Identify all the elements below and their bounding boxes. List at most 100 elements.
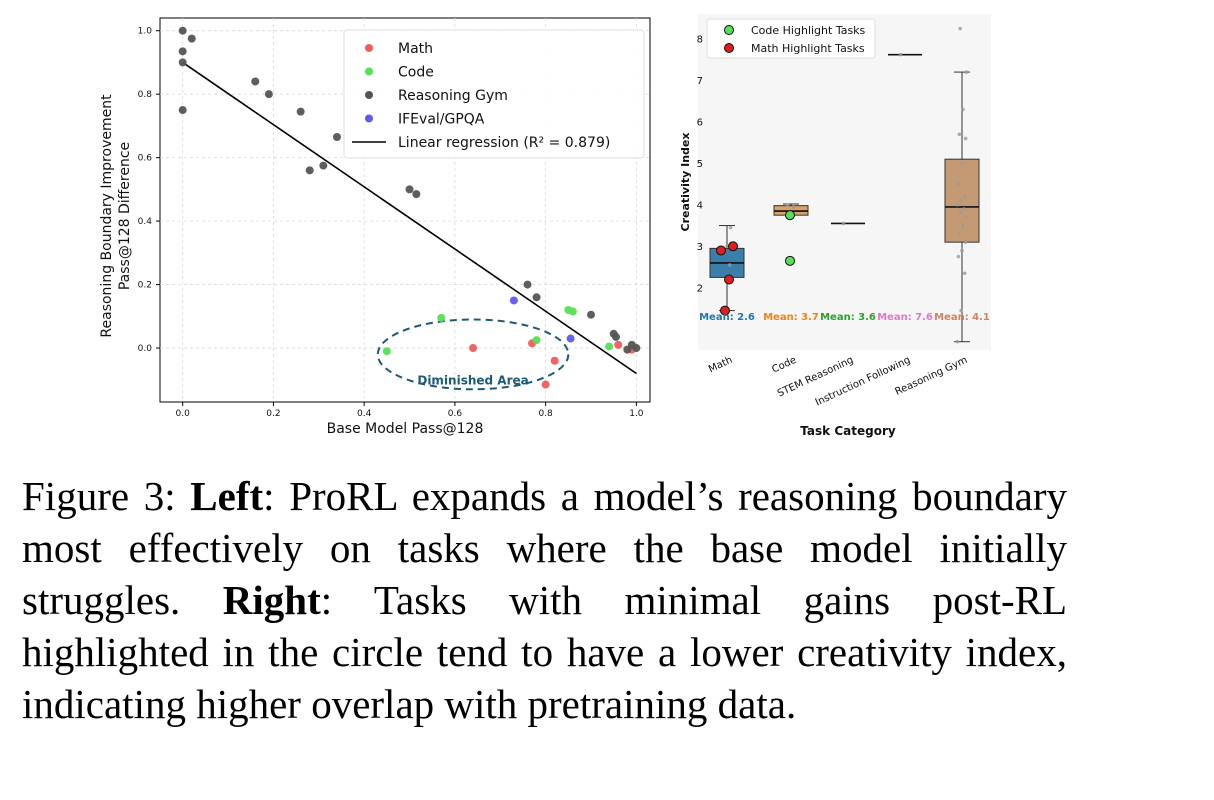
box-y-tick-label: 7 [697,76,703,87]
legend-marker-code [365,67,373,76]
box-x-tick-label: Code [770,355,798,376]
data-point-reasoning-gym [959,308,963,313]
caption-left-text: : ProRL expands a model’s reasoning boun… [22,473,1067,623]
data-point-reasoning-gym [955,203,960,207]
caption-right-label: Right [222,577,321,623]
scatter-chart: 0.0 0.2 0.4 0.6 0.8 1.0 0.0 0.2 0.4 0.6 0.8 1.0 Dim… [99,17,651,437]
scatter-point-reasoning-gym [587,310,596,319]
data-point-math [727,263,732,267]
scatter-legend-box [343,29,645,159]
scatter-point-reasoning-gym [264,90,273,99]
regression-line-group [182,61,637,375]
scatter-ticks: 0.0 0.2 0.4 0.6 0.8 1.0 0.0 0.2 0.4 0.6 0.8 1.0 [138,27,644,419]
scatter-x-tick-label: 0.4 [357,409,372,419]
data-point-reasoning-gym [963,136,968,141]
data-point-reasoning-gym [957,132,962,137]
caption-figure-label: Figure 3: [22,473,191,519]
mean-label-code: Mean: 3.7 [763,312,819,323]
data-point-reasoning-gym [961,223,965,228]
scatter-point-math [469,344,478,353]
scatter-point-code [532,336,541,345]
math-highlight-point [728,241,738,252]
box-legend-marker [724,43,734,53]
box-x-tick-label: Instruction Following [814,355,912,409]
box-y-ticks: 2 3 4 5 6 7 8 [697,34,703,294]
data-point-code [791,205,796,209]
scatter-y-tick-label: 1.0 [138,27,153,37]
scatter-y-tick-label: 0.8 [138,90,153,100]
scatter-point-reasoning-gym [412,190,421,199]
caption-left-label: Left [190,473,264,519]
scatter-point-reasoning-gym [178,58,187,67]
scatter-points [178,26,641,389]
legend-label: Math [398,41,433,57]
scatter-point-math [550,356,559,365]
box-y-tick-label: 2 [697,283,703,294]
legend-label: Code [398,65,434,81]
scatter-x-tick-label: 0.0 [176,409,191,419]
box-legend-label: Math Highlight Tasks [751,42,865,55]
math-highlight-point [716,245,726,256]
regression-line [182,61,637,375]
legend-regression-label: Linear regression (R² = 0.879) [398,135,610,151]
data-point-reasoning-gym [958,211,962,215]
code-highlight-point [785,255,795,266]
scatter-point-reasoning-gym [178,26,187,35]
data-point-instruction-following [898,52,903,57]
scatter-point-ifeval-gpqa [509,296,518,305]
scatter-y-tick-label: 0.4 [138,217,153,227]
data-point-reasoning-gym [956,254,961,259]
scatter-y-tick-label: 0.6 [138,154,153,164]
scatter-point-reasoning-gym [523,280,532,289]
code-highlight-point [785,210,795,221]
data-point-math [725,244,729,249]
scatter-point-reasoning-gym [178,106,187,115]
data-point-reasoning-gym [961,107,965,112]
legend-marker-ifeval-gpqa [365,114,373,123]
scatter-point-math [614,340,623,349]
box-legend-label: Code Highlight Tasks [751,24,866,37]
scatter-point-reasoning-gym [319,161,328,170]
scatter-point-ifeval-gpqa [566,334,575,343]
math-highlight-point [724,274,734,285]
scatter-point-code [605,342,614,351]
data-point-reasoning-gym [962,271,967,276]
mean-label-reasoning-gym: Mean: 4.1 [934,312,990,323]
mean-label-math: Mean: 2.6 [699,312,755,323]
mean-label-instruction-following: Mean: 7.6 [877,312,933,323]
diminished-area-label: Diminished Area [417,373,528,387]
scatter-point-reasoning-gym [178,47,187,56]
scatter-point-code [568,307,577,316]
scatter-point-reasoning-gym [296,107,305,116]
box-x-tick-label: Math [707,355,734,376]
box-y-axis-label: Creativity Index [679,133,692,232]
scatter-point-reasoning-gym [632,344,641,353]
box-y-tick-label: 4 [697,200,703,211]
mean-label-stem-reasoning: Mean: 3.6 [820,312,876,323]
scatter-y-tick-label: 0.2 [138,281,152,291]
data-point-reasoning-gym [964,215,969,220]
legend-marker-math [365,44,373,52]
box-y-tick-label: 5 [697,159,703,170]
scatter-x-tick-label: 0.8 [538,409,553,419]
scatter-point-reasoning-gym [532,293,541,302]
scatter-legend: Math Code Reasoning Gym IFEval/GPQA Linear r… [343,29,645,159]
scatter-y-axis-label-line2: Pass@128 Difference [117,142,133,290]
diminished-area-ellipse [376,318,570,391]
scatter-point-code [437,313,446,322]
scatter-x-tick-label: 0.2 [266,409,280,419]
scatter-x-tick-label: 0.6 [448,409,463,419]
scatter-point-reasoning-gym [405,185,414,194]
box-legend: Code Highlight Tasks Math Highlight Tasks [706,18,876,59]
data-point-reasoning-gym [960,248,964,253]
diminished-area-annotation: Diminished Area [376,318,570,391]
box-plot-boxes [709,26,980,344]
scatter-x-axis-label: Base Model Pass@128 [327,421,484,437]
data-point-math [728,225,733,230]
box-legend-marker [724,25,734,35]
data-point-reasoning-gym [960,161,964,166]
box-x-axis-label: Task Category [800,424,896,438]
data-point-reasoning-gym [955,339,960,344]
